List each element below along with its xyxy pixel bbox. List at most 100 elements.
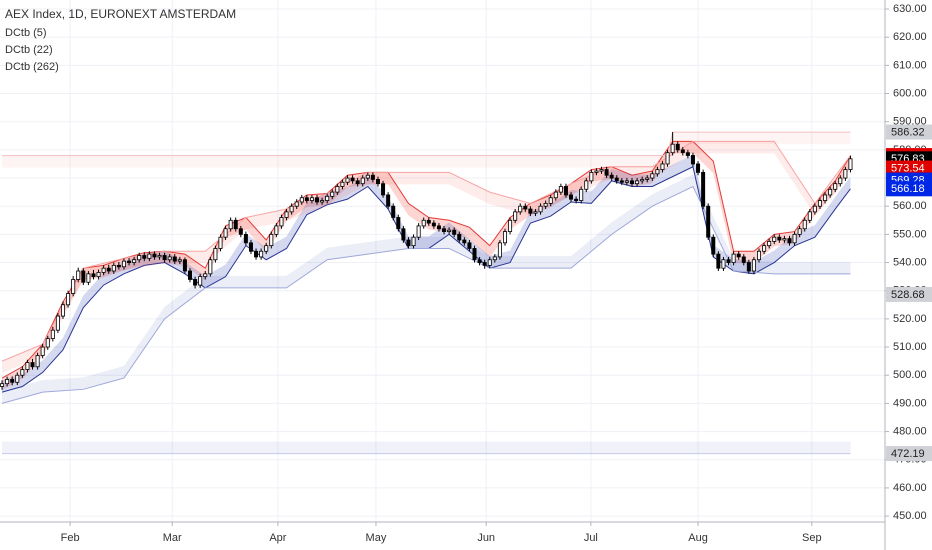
- candle-body: [629, 180, 634, 185]
- price-tag: [886, 124, 932, 140]
- y-tick-label: 540.00: [893, 256, 927, 268]
- price-tag-label: 586.32: [891, 126, 925, 138]
- candle-body: [254, 250, 259, 258]
- candle-body: [406, 239, 411, 247]
- candle-body: [162, 255, 167, 261]
- y-tick-label: 500.00: [893, 369, 927, 381]
- candle-body: [15, 374, 20, 383]
- candle-body: [10, 379, 15, 383]
- candle-body: [711, 236, 716, 255]
- candle-body: [157, 255, 162, 258]
- candle-body: [279, 217, 284, 227]
- candle-body: [50, 329, 55, 340]
- candle-body: [843, 169, 848, 179]
- candle-body: [320, 200, 325, 203]
- candle-body: [569, 194, 574, 200]
- candle-body: [736, 253, 741, 258]
- candle-body: [513, 211, 518, 221]
- candle-body: [746, 262, 751, 272]
- y-tick-label: 490.00: [893, 397, 927, 409]
- candle-body: [431, 222, 436, 227]
- candle-body: [660, 163, 665, 170]
- candle-body: [767, 241, 772, 247]
- upper-band-fill: [2, 132, 851, 168]
- candle-body: [182, 259, 187, 272]
- candle-body: [757, 250, 762, 261]
- candle-body: [518, 205, 523, 213]
- candle-body: [589, 172, 594, 182]
- candle-body: [614, 177, 619, 182]
- candle-body: [111, 264, 116, 272]
- candle-body: [391, 205, 396, 218]
- candle-body: [289, 205, 294, 213]
- candle-body: [558, 186, 563, 193]
- price-tag-label: 573.54: [891, 162, 925, 174]
- candle-body: [284, 211, 289, 218]
- candle-body: [304, 197, 309, 201]
- candle-body: [482, 262, 487, 266]
- price-tag: [886, 446, 932, 462]
- candle-body: [782, 238, 787, 241]
- candle-body: [477, 259, 482, 263]
- candle-body: [492, 256, 497, 261]
- upper-band-fill: [2, 141, 851, 374]
- candle-body: [325, 195, 330, 201]
- candle-body: [35, 355, 40, 368]
- price-tag-label: 472.19: [891, 448, 925, 460]
- candle-body: [472, 248, 477, 261]
- candle-body: [116, 264, 121, 268]
- y-tick-label: 460.00: [893, 482, 927, 494]
- candle-body: [360, 177, 365, 185]
- y-tick-label: 550.00: [893, 228, 927, 240]
- candle-body: [309, 197, 314, 201]
- candle-body: [243, 233, 248, 244]
- candle-body: [340, 181, 345, 187]
- candle-body: [147, 253, 152, 259]
- y-tick-label: 620.00: [893, 31, 927, 43]
- candle-body: [315, 197, 320, 203]
- candle-body: [690, 155, 695, 165]
- x-tick-label: May: [366, 532, 387, 544]
- y-tick-label: 630.00: [893, 3, 927, 15]
- candle-body: [193, 279, 198, 286]
- candle-body: [71, 279, 76, 294]
- candle-body: [274, 225, 279, 235]
- candle-body: [436, 225, 441, 230]
- candle-body: [467, 242, 472, 249]
- candle-body: [619, 180, 624, 183]
- candle-body: [350, 177, 355, 182]
- candle-body: [299, 197, 304, 203]
- candle-body: [828, 188, 833, 196]
- candle-body: [508, 219, 513, 232]
- candle-body: [528, 208, 533, 214]
- x-tick-label: Jun: [477, 532, 495, 544]
- candle-body: [548, 197, 553, 204]
- candle-body: [584, 180, 589, 190]
- price-tag-label: 566.18: [891, 183, 925, 195]
- candle-body: [624, 180, 629, 183]
- candle-body: [20, 369, 25, 376]
- candle-body: [675, 143, 680, 151]
- candle-body: [721, 259, 726, 269]
- candle-body: [370, 174, 375, 180]
- candle-body: [238, 228, 243, 235]
- candle-body: [30, 362, 35, 368]
- candle-body: [650, 173, 655, 179]
- candle-body: [177, 259, 182, 262]
- candle-body: [132, 259, 137, 263]
- candle-body: [426, 219, 431, 224]
- candle-body: [599, 169, 604, 172]
- candle-body: [203, 273, 208, 278]
- candle-body: [833, 183, 838, 190]
- candle-body: [355, 180, 360, 185]
- upper-band-line: [2, 131, 851, 157]
- x-tick-label: Apr: [269, 532, 286, 544]
- x-tick-label: Aug: [688, 532, 708, 544]
- candle-body: [543, 202, 548, 207]
- candle-body: [66, 293, 71, 306]
- candle-body: [538, 205, 543, 213]
- candle-body: [5, 379, 10, 385]
- candle-body: [121, 260, 126, 268]
- candle-body: [142, 255, 147, 259]
